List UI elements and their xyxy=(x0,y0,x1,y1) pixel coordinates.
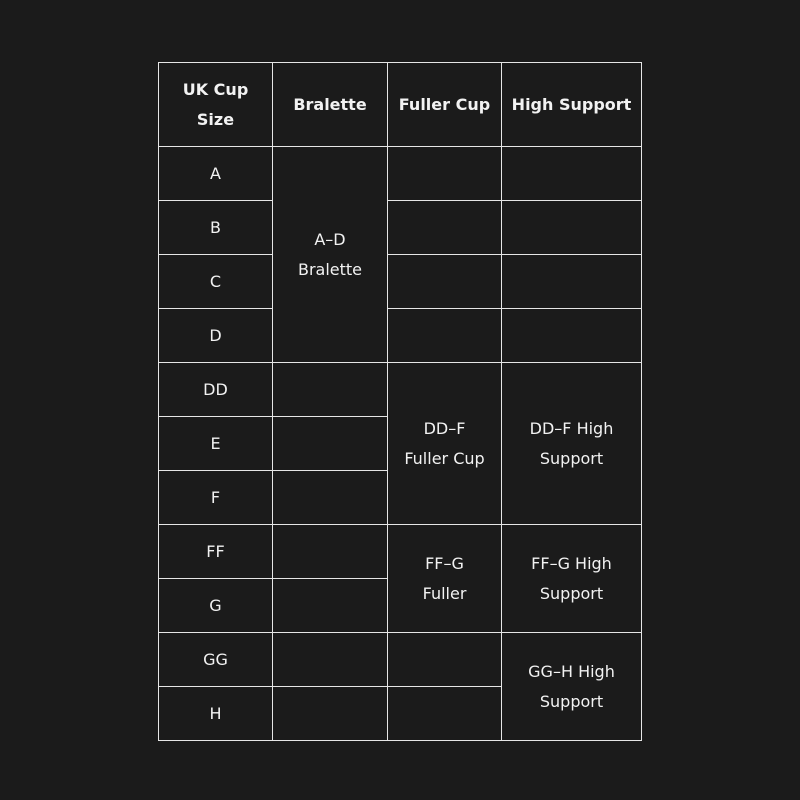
size-cell: DD xyxy=(158,362,273,417)
empty-cell xyxy=(387,146,502,201)
table-row: DD DD–F Fuller Cup DD–F High Support xyxy=(158,362,642,525)
size-cell: H xyxy=(158,686,273,741)
high-support-dd-f-cell: DD–F High Support xyxy=(501,362,642,525)
empty-cell xyxy=(501,200,642,255)
size-cell: A xyxy=(158,146,273,201)
empty-cell xyxy=(387,308,502,363)
empty-cell xyxy=(501,146,642,201)
fuller-dd-f-cell: DD–F Fuller Cup xyxy=(387,362,502,525)
header-uk-cup-size: UK Cup Size xyxy=(158,62,273,147)
size-cell: D xyxy=(158,308,273,363)
size-cell: FF xyxy=(158,524,273,579)
high-support-ff-g-cell: FF–G High Support xyxy=(501,524,642,633)
empty-cell xyxy=(272,416,388,471)
table-row: F xyxy=(158,470,642,525)
table-row: FF FF–G Fuller FF–G High Support xyxy=(158,524,642,633)
table-row: A A–D Bralette xyxy=(158,146,642,363)
header-high-support: High Support xyxy=(501,62,642,147)
empty-cell xyxy=(501,308,642,363)
empty-cell xyxy=(387,254,502,309)
empty-cell xyxy=(387,686,502,741)
empty-cell xyxy=(501,254,642,309)
size-cell: C xyxy=(158,254,273,309)
size-cell: F xyxy=(158,470,273,525)
bralette-a-d-cell: A–D Bralette xyxy=(272,146,388,363)
empty-cell xyxy=(272,470,388,525)
fuller-ff-g-cell: FF–G Fuller xyxy=(387,524,502,633)
table-row: GG GG–H High Support xyxy=(158,632,642,741)
size-cell: B xyxy=(158,200,273,255)
header-bralette: Bralette xyxy=(272,62,388,147)
empty-cell xyxy=(272,632,388,687)
table-row: C xyxy=(158,254,642,309)
header-fuller-cup: Fuller Cup xyxy=(387,62,502,147)
size-cell: E xyxy=(158,416,273,471)
table-row: D xyxy=(158,308,642,363)
empty-cell xyxy=(272,362,388,417)
header-row: UK Cup Size Bralette Fuller Cup High Sup… xyxy=(158,62,642,147)
empty-cell xyxy=(272,578,388,633)
empty-cell xyxy=(387,632,502,687)
empty-cell xyxy=(387,200,502,255)
empty-cell xyxy=(272,524,388,579)
size-cell: GG xyxy=(158,632,273,687)
size-cell: G xyxy=(158,578,273,633)
high-support-gg-h-cell: GG–H High Support xyxy=(501,632,642,741)
table-row: E xyxy=(158,416,642,471)
size-chart-table: UK Cup Size Bralette Fuller Cup High Sup… xyxy=(158,62,642,741)
empty-cell xyxy=(272,686,388,741)
table-row: H xyxy=(158,686,642,741)
table-row: G xyxy=(158,578,642,633)
table-row: B xyxy=(158,200,642,255)
